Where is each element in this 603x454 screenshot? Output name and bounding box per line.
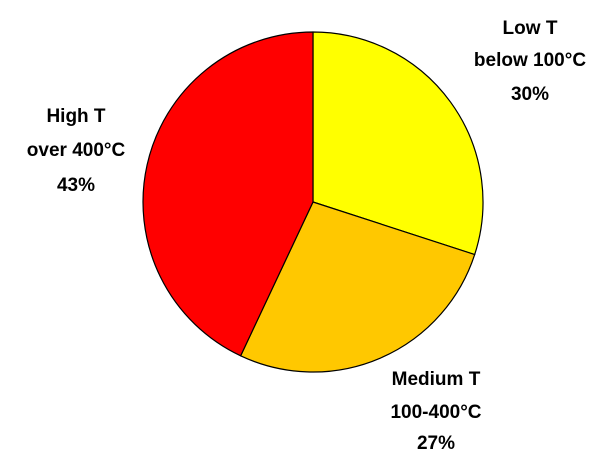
label-high-t-line-1: High T [46,106,105,127]
label-medium-t-percent: 27% [417,433,455,454]
pie-slice-medium-t [240,201,476,373]
label-low-t-percent: 30% [511,84,549,105]
label-medium-t-line-2: 100-400°C [390,402,481,423]
label-medium-t: Medium T 100-400°C 27% [390,369,481,454]
label-high-t-line-2: over 400°C [27,140,126,161]
label-high-t-percent: 43% [57,175,95,196]
pie-slices [142,31,484,373]
pie-slice-low-t [312,31,484,256]
pie-slice-high-t [142,31,314,357]
label-medium-t-line-1: Medium T [392,369,481,390]
label-low-t-line-2: below 100°C [474,50,586,71]
label-low-t: Low T below 100°C 30% [474,18,586,105]
label-low-t-line-1: Low T [503,18,558,39]
label-high-t: High T over 400°C 43% [27,106,126,196]
